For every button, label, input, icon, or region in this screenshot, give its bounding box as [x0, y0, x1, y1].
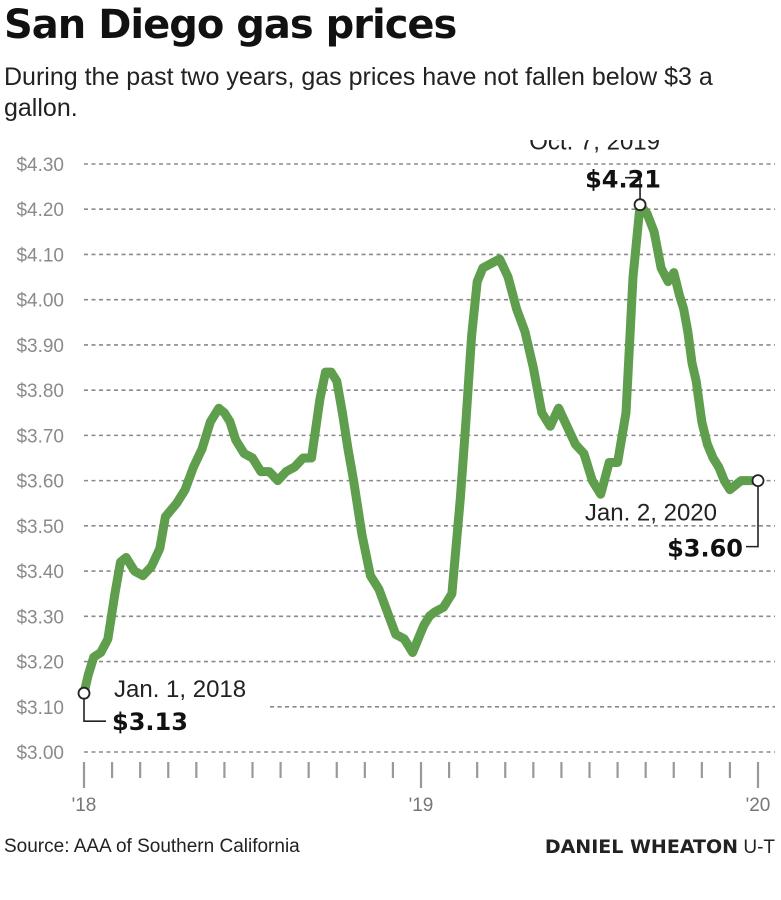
callout-value: $3.60 [667, 535, 743, 563]
callout-value: $3.13 [112, 708, 188, 736]
y-tick-label: $4.00 [16, 291, 64, 312]
y-tick-label: $3.90 [16, 336, 64, 357]
source-note: Source: AAA of Southern California [4, 836, 300, 857]
series-layer [79, 200, 763, 698]
y-tick-label: $4.20 [16, 200, 64, 221]
callout-leader [83, 699, 106, 723]
y-tick-label: $4.30 [16, 155, 64, 176]
callout-leader [625, 176, 641, 199]
gridlines [84, 163, 775, 753]
chart-title: San Diego gas prices [4, 2, 457, 48]
y-tick-label: $3.10 [16, 698, 64, 719]
y-axis-labels: $4.30 $4.20 $4.10 $4.00 $3.90 $3.80 $3.70 $3.60… [16, 155, 64, 764]
series-line-gas-price [79, 200, 763, 698]
x-tick-label: '18 [72, 795, 97, 816]
callout-value: $4.21 [585, 166, 661, 194]
y-tick-label: $3.40 [16, 562, 64, 583]
x-axis: '18 '19 '20 [72, 762, 771, 816]
chart-subtitle: During the past two years, gas prices ha… [4, 63, 713, 122]
byline-name: DANIEL WHEATON [544, 836, 739, 858]
y-tick-label: $3.80 [16, 381, 64, 402]
callout-date: Jan. 2, 2020 [585, 500, 717, 527]
x-tick-label: '20 [746, 795, 771, 816]
callout-marker [77, 686, 91, 700]
y-tick-label: $3.30 [16, 607, 64, 628]
y-tick-label: $3.20 [16, 653, 64, 674]
callout-date: Jan. 1, 2018 [114, 676, 246, 703]
line-chart: $4.30 $4.20 $4.10 $4.00 $3.90 $3.80 $3.70 $3.60… [16, 140, 775, 816]
y-tick-label: $3.00 [16, 743, 64, 764]
y-tick-label: $3.50 [16, 517, 64, 538]
y-tick-label: $3.70 [16, 426, 64, 447]
y-tick-label: $4.10 [16, 245, 64, 266]
callout-date: Oct. 7, 2019 [529, 140, 660, 156]
y-tick-label: $3.60 [16, 472, 64, 493]
callout-marker [751, 474, 765, 488]
callout-leader [746, 486, 759, 548]
byline: DANIEL WHEATON U-T [545, 836, 775, 859]
byline-org: U-T [743, 837, 775, 858]
annotations: Jan. 1, 2018 $3.13 Oct. 7, 2019 $4.21 Jan. 2… [77, 140, 765, 736]
x-tick-label: '19 [409, 795, 434, 816]
callout-marker [633, 198, 647, 212]
